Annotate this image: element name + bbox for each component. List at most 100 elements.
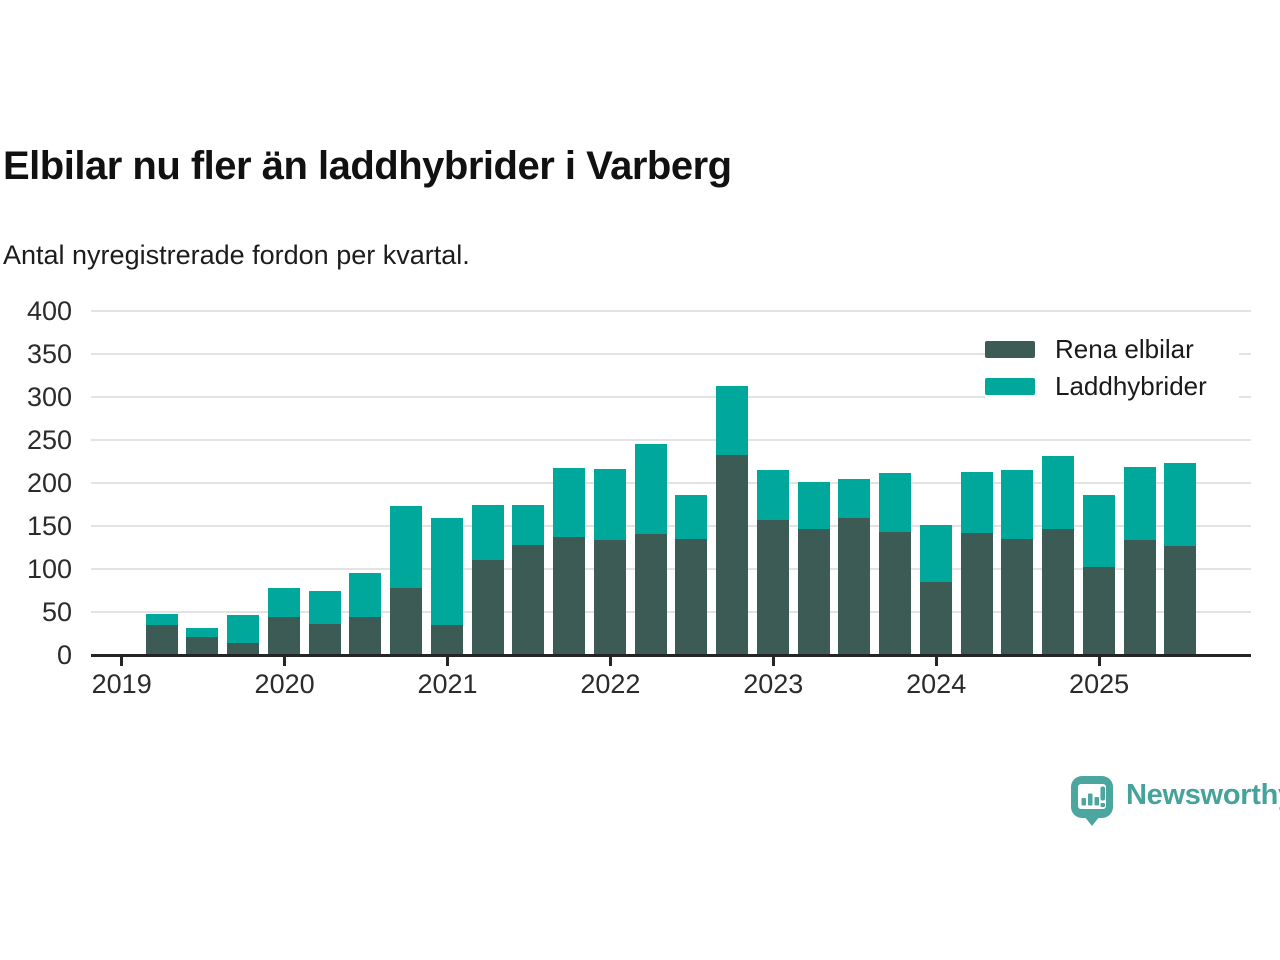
bar-segment-rena-elbilar xyxy=(430,624,463,655)
y-axis-label-350: 350 xyxy=(26,339,72,369)
x-axis-label-2021: 2021 xyxy=(417,669,478,699)
bar-segment-laddhybrider xyxy=(553,467,586,538)
bar-segment-rena-elbilar xyxy=(1123,539,1156,655)
bar-segment-laddhybrider xyxy=(919,525,952,582)
bar-segment-rena-elbilar xyxy=(553,537,586,655)
branding: Newsworthy xyxy=(1070,775,1280,827)
legend-label: Rena elbilar xyxy=(1055,334,1194,364)
bar-segment-laddhybrider xyxy=(1042,455,1075,529)
gridline-300 xyxy=(91,396,1251,398)
plot-area: 2019 2020 2021 2022 2023 2024 2025 xyxy=(91,310,1251,699)
bar-2022-q3 xyxy=(675,495,708,655)
y-axis-label-150: 150 xyxy=(26,511,72,541)
bar-2020-q3 xyxy=(349,573,382,655)
bar-2024-q3 xyxy=(1001,470,1034,655)
bar-segment-rena-elbilar xyxy=(186,636,219,655)
bar-segment-laddhybrider xyxy=(186,628,219,637)
gridline-250 xyxy=(91,439,1251,441)
gridline-200 xyxy=(91,482,1251,484)
bar-2020-q1 xyxy=(267,587,300,655)
bar-2019-q2 xyxy=(145,613,178,655)
bar-2025-q1 xyxy=(1082,495,1115,655)
bar-segment-rena-elbilar xyxy=(756,519,789,655)
x-axis-line xyxy=(91,654,1251,657)
x-tick-2024 xyxy=(934,657,938,666)
bar-2021-q3 xyxy=(512,504,545,655)
bar-segment-rena-elbilar xyxy=(349,617,382,655)
bar-2021-q2 xyxy=(471,504,504,655)
x-axis-label-2019: 2019 xyxy=(91,669,152,699)
bar-segment-laddhybrider xyxy=(430,518,463,625)
bar-segment-laddhybrider xyxy=(1001,470,1034,539)
bar-segment-laddhybrider xyxy=(756,470,789,520)
legend-item-rena-elbilar: Rena elbilar xyxy=(985,331,1239,368)
x-axis-label-2020: 2020 xyxy=(254,669,315,699)
bar-segment-laddhybrider xyxy=(716,385,749,456)
y-axis-label-250: 250 xyxy=(26,425,72,455)
x-axis-label-2022: 2022 xyxy=(580,669,641,699)
y-axis-label-400: 400 xyxy=(26,296,72,326)
bar-segment-rena-elbilar xyxy=(716,455,749,655)
x-axis-label-2025: 2025 xyxy=(1069,669,1130,699)
bar-2024-q1 xyxy=(919,525,952,655)
bar-2020-q2 xyxy=(308,591,341,655)
bar-segment-rena-elbilar xyxy=(512,544,545,655)
bar-segment-laddhybrider xyxy=(1082,495,1115,568)
bar-2022-q1 xyxy=(593,469,626,655)
bar-segment-laddhybrider xyxy=(267,587,300,618)
y-axis-label-200: 200 xyxy=(26,468,72,498)
y-axis-label-100: 100 xyxy=(26,554,72,584)
bar-segment-rena-elbilar xyxy=(593,539,626,655)
bar-segment-laddhybrider xyxy=(634,444,667,534)
bar-segment-laddhybrider xyxy=(593,469,626,540)
bar-2021-q1 xyxy=(430,518,463,655)
bar-segment-laddhybrider xyxy=(390,506,423,588)
bar-2024-q2 xyxy=(960,471,993,655)
bar-segment-rena-elbilar xyxy=(1001,538,1034,655)
legend-label: Laddhybrider xyxy=(1055,371,1207,401)
bar-2023-q4 xyxy=(879,472,912,655)
x-axis-label-2024: 2024 xyxy=(906,669,967,699)
page-title: Elbilar nu fler än laddhybrider i Varber… xyxy=(3,144,732,188)
bar-segment-rena-elbilar xyxy=(227,642,260,655)
bar-2023-q1 xyxy=(756,470,789,655)
bar-segment-rena-elbilar xyxy=(390,587,423,655)
bar-2022-q2 xyxy=(634,444,667,655)
logo-text: Newsworthy xyxy=(1126,779,1280,811)
bar-2019-q4 xyxy=(227,615,260,655)
x-tick-2025 xyxy=(1097,657,1101,666)
legend-swatch-laddhybrider xyxy=(985,378,1035,395)
bar-segment-laddhybrider xyxy=(308,591,341,625)
newsworthy-logo-icon xyxy=(1071,776,1113,826)
bar-2024-q4 xyxy=(1042,455,1075,655)
gridline-150 xyxy=(91,525,1251,527)
chart-subtitle: Antal nyregistrerade fordon per kvartal. xyxy=(3,240,470,270)
bar-segment-rena-elbilar xyxy=(919,581,952,655)
gridline-50 xyxy=(91,611,1251,613)
bar-segment-laddhybrider xyxy=(471,504,504,561)
legend-item-laddhybrider: Laddhybrider xyxy=(985,368,1239,405)
bar-segment-rena-elbilar xyxy=(879,532,912,655)
bar-2023-q2 xyxy=(797,482,830,655)
y-axis-label-50: 50 xyxy=(41,597,72,627)
x-tick-2019 xyxy=(120,657,124,666)
bar-2022-q4 xyxy=(716,385,749,655)
legend: Rena elbilar Laddhybrider xyxy=(985,331,1239,405)
bar-segment-laddhybrider xyxy=(797,482,830,529)
legend-swatch-rena-elbilar xyxy=(985,341,1035,358)
bar-segment-rena-elbilar xyxy=(797,528,830,655)
x-tick-2021 xyxy=(446,657,449,666)
bar-2019-q3 xyxy=(186,628,219,655)
bar-2025-q3 xyxy=(1164,463,1197,655)
bar-segment-laddhybrider xyxy=(879,472,912,533)
bar-segment-laddhybrider xyxy=(838,478,871,519)
bar-segment-rena-elbilar xyxy=(675,538,708,655)
bar-segment-rena-elbilar xyxy=(308,624,341,655)
y-axis-label-0: 0 xyxy=(56,640,72,670)
bar-segment-rena-elbilar xyxy=(145,624,178,655)
x-tick-2020 xyxy=(283,657,287,666)
bar-2023-q3 xyxy=(838,478,871,655)
bar-segment-rena-elbilar xyxy=(960,532,993,655)
x-tick-2023 xyxy=(771,657,775,666)
bar-segment-laddhybrider xyxy=(1123,466,1156,540)
